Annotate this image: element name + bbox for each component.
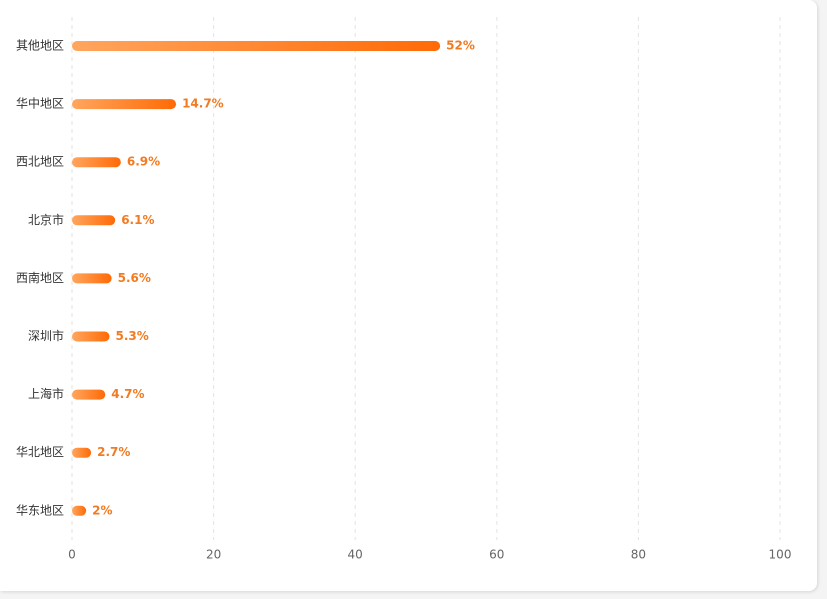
y-tick-label: 其他地区 <box>16 39 64 53</box>
value-label: 4.7% <box>111 387 144 401</box>
y-tick-label: 西南地区 <box>16 270 64 285</box>
value-label: 6.1% <box>121 213 154 227</box>
x-tick-label: 0 <box>68 548 76 562</box>
bar <box>72 157 121 168</box>
chart-card <box>0 0 817 591</box>
bar <box>72 215 116 226</box>
y-tick-label: 华中地区 <box>16 96 64 111</box>
y-tick-label: 西北地区 <box>16 155 64 169</box>
x-tick-label: 20 <box>206 548 221 562</box>
y-tick-label: 华北地区 <box>16 445 64 459</box>
value-label: 14.7% <box>182 97 224 111</box>
bar <box>72 41 441 51</box>
chart: 0 20 40 60 80 100 其他地区 52% 华中地区 14.7% 西北地区 6.9% 北京市 6… <box>16 17 792 562</box>
value-label: 5.6% <box>118 271 151 285</box>
x-tick-label: 40 <box>348 548 363 562</box>
y-tick-label: 深圳市 <box>28 328 64 343</box>
value-label: 6.9% <box>127 155 160 169</box>
bar <box>72 273 112 284</box>
bar <box>72 447 92 458</box>
value-label: 52% <box>446 39 475 53</box>
bar <box>72 331 110 342</box>
value-label: 2% <box>92 503 112 517</box>
y-tick-label: 上海市 <box>28 386 64 401</box>
value-label: 5.3% <box>116 329 149 343</box>
bar <box>72 99 177 110</box>
value-label: 2.7% <box>97 445 130 459</box>
bar <box>72 389 106 400</box>
x-tick-label: 60 <box>489 548 504 562</box>
y-tick-label: 华东地区 <box>16 503 64 517</box>
bar <box>72 505 87 516</box>
y-tick-label: 北京市 <box>28 212 64 227</box>
x-tick-label: 100 <box>769 548 792 562</box>
x-tick-label: 80 <box>631 548 646 562</box>
